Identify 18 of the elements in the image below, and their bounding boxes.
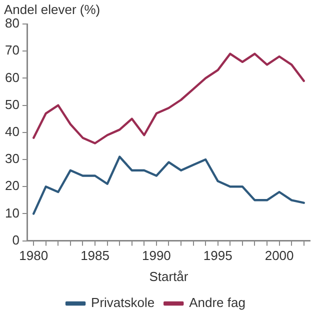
x-tick-label: 2000 — [264, 248, 294, 264]
y-tick-label: 70 — [4, 42, 20, 58]
legend-label: Privatskole — [91, 295, 155, 310]
legend-label: Andre fag — [189, 295, 246, 310]
x-tick-label: 1995 — [203, 248, 232, 264]
x-axis-title: Startår — [149, 268, 189, 284]
y-tick-label: 0 — [12, 232, 20, 248]
y-tick-label: 60 — [4, 70, 20, 85]
x-tick-label: 1980 — [19, 248, 48, 264]
y-axis-title: Andel elever (%) — [4, 2, 100, 18]
y-tick-label: 50 — [4, 96, 20, 112]
y-tick-label: 20 — [4, 178, 20, 194]
y-tick-label: 30 — [4, 151, 20, 166]
x-tick-label: 1990 — [142, 248, 171, 264]
y-tick-label: 80 — [4, 16, 20, 31]
x-tick-label: 1985 — [80, 248, 110, 264]
y-tick-label: 10 — [4, 205, 20, 220]
y-tick-label: 40 — [4, 124, 20, 139]
